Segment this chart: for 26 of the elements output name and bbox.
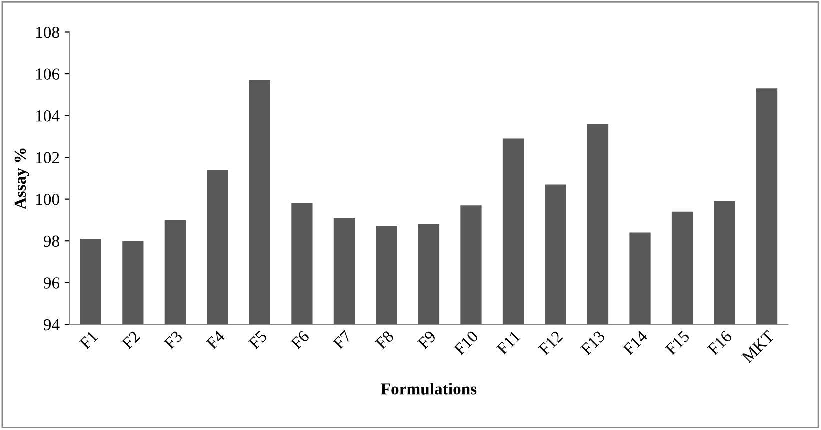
y-tick-label: 96 (44, 278, 60, 289)
x-axis-title: Formulations (381, 383, 477, 395)
x-tick-label: F11 (496, 330, 521, 356)
x-tick-label: F3 (164, 330, 184, 350)
y-tick-label: 100 (36, 194, 60, 206)
x-tick-label: F5 (248, 330, 268, 350)
y-axis-title: Assay % (14, 148, 30, 210)
x-tick-label: F16 (707, 330, 733, 356)
y-tick-label: 98 (44, 236, 60, 248)
x-tick-label: F14 (622, 330, 648, 356)
y-tick-label: 94 (44, 319, 60, 331)
x-tick-label: F13 (580, 330, 606, 356)
y-tick-label: 104 (36, 110, 60, 122)
x-tick-label: F15 (664, 330, 690, 356)
x-tick-label: F6 (290, 330, 310, 350)
x-tick-label: F7 (332, 330, 352, 350)
x-tick-label: F1 (79, 330, 98, 350)
x-tick-label: F12 (538, 330, 564, 356)
x-tick-label: F10 (454, 330, 480, 356)
x-tick-label: F4 (206, 330, 226, 350)
x-tick-label: F2 (121, 330, 141, 350)
y-tick-label: 108 (36, 26, 60, 38)
y-tick-label: 102 (36, 152, 60, 164)
x-tick-label: F9 (417, 330, 437, 350)
x-tick-label: F8 (374, 330, 395, 350)
y-tick-label: 106 (36, 68, 60, 80)
